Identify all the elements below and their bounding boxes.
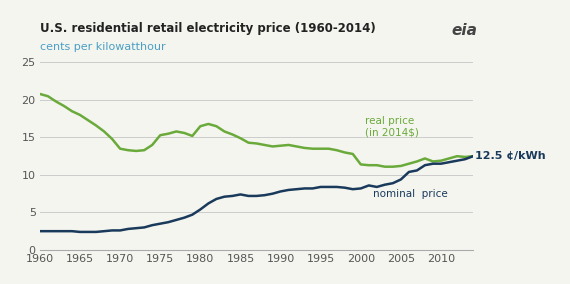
Text: nominal  price: nominal price [373,189,447,199]
Text: real price
(in 2014$): real price (in 2014$) [365,116,419,138]
Text: 12.5 ¢/kWh: 12.5 ¢/kWh [475,151,545,161]
Text: cents per kilowatthour: cents per kilowatthour [40,42,165,52]
Text: U.S. residential retail electricity price (1960-2014): U.S. residential retail electricity pric… [40,22,376,35]
Text: eia: eia [451,23,478,38]
